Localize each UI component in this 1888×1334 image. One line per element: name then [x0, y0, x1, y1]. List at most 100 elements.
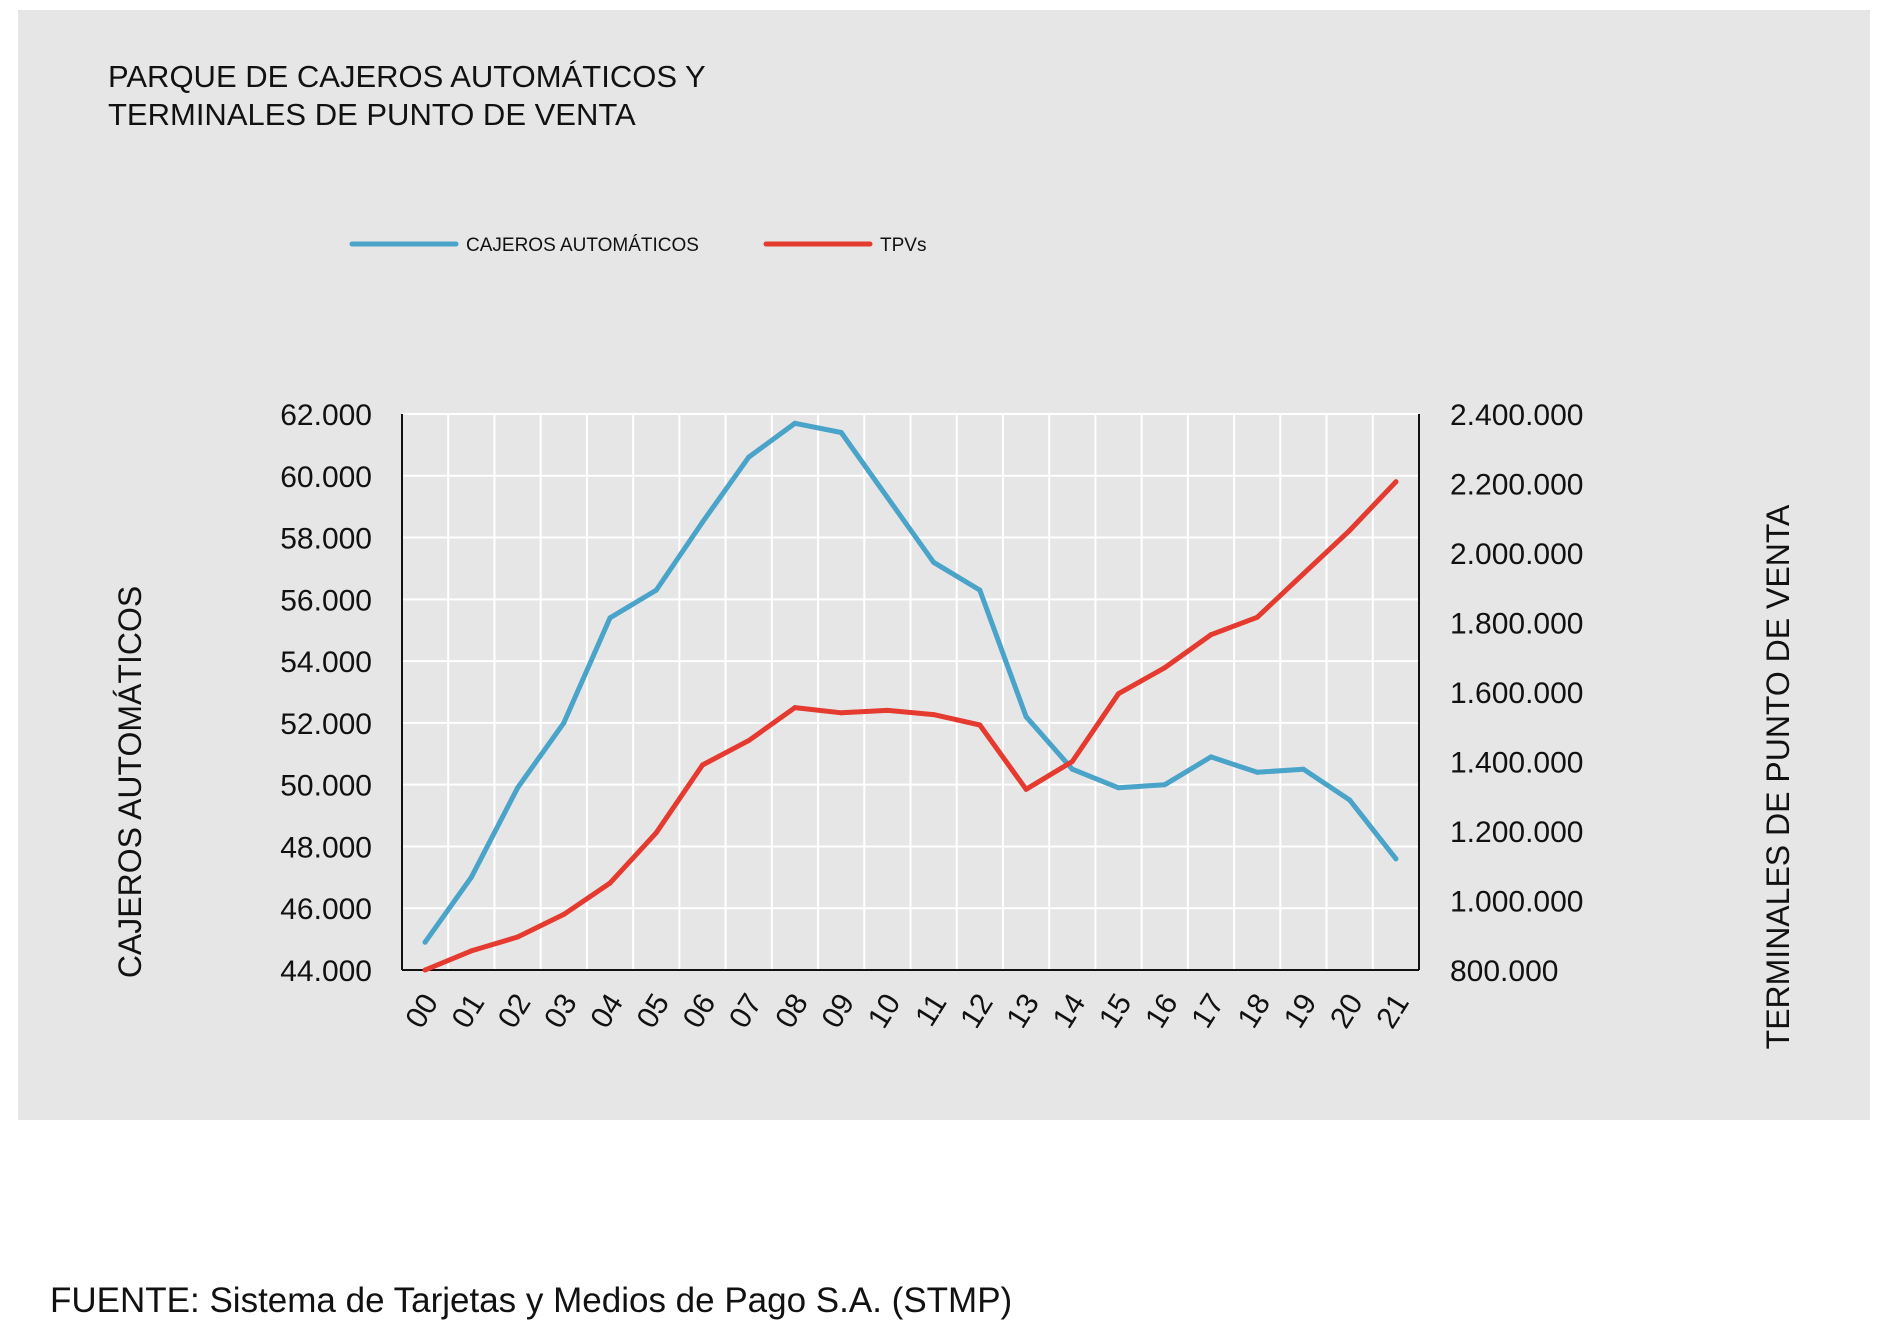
series-line-tpvs-point	[1300, 571, 1306, 577]
chart-title-line-2: TERMINALES DE PUNTO DE VENTA	[108, 97, 636, 132]
y-right-axis-title: TERMINALES DE PUNTO DE VENTA	[1760, 504, 1796, 1049]
x-tick-label: 04	[584, 988, 630, 1034]
chart-title: PARQUE DE CAJEROS AUTOMÁTICOS Y TERMINAL…	[108, 58, 706, 134]
series-line-tpvs-point	[884, 707, 890, 713]
legend: CAJEROS AUTOMÁTICOS TPVs	[349, 235, 926, 256]
x-tick-label: 21	[1370, 988, 1416, 1034]
series-line-cajeros-point	[1393, 856, 1399, 862]
series-line-cajeros-point	[884, 494, 890, 500]
y-right-tick-label: 2.000.000	[1450, 538, 1583, 571]
x-tick-label: 18	[1231, 988, 1277, 1034]
y-left-tick-label: 54.000	[280, 646, 372, 679]
y-right-tick-label: 1.600.000	[1450, 677, 1583, 710]
y-left-tick-label: 60.000	[280, 461, 372, 494]
series-line-cajeros-point	[1347, 797, 1353, 803]
y-left-tick-label: 62.000	[280, 399, 372, 432]
y-left-tick-label: 48.000	[280, 831, 372, 864]
y-right-tick-label: 2.200.000	[1450, 469, 1583, 502]
y-right-tick-label: 800.000	[1450, 955, 1558, 988]
series-line-tpvs-point	[1023, 786, 1029, 792]
series-line-cajeros-point	[1162, 782, 1168, 788]
source-note: FUENTE: Sistema de Tarjetas y Medios de …	[50, 1281, 1013, 1320]
y-left-tick-label: 50.000	[280, 770, 372, 803]
series-line-cajeros-point	[792, 420, 798, 426]
series-line-tpvs-point	[838, 710, 844, 716]
grid	[402, 413, 1419, 971]
series-line-tpvs-point	[1116, 691, 1122, 697]
series-line-cajeros-point	[422, 939, 428, 945]
x-tick-label: 20	[1324, 988, 1370, 1034]
series-line-cajeros-point	[699, 519, 705, 525]
x-tick-label: 11	[909, 988, 953, 1032]
series-line-cajeros-point	[515, 785, 521, 791]
series-line-cajeros-point	[1300, 766, 1306, 772]
x-tick-label: 10	[862, 988, 908, 1034]
y-left-tick-label: 44.000	[280, 955, 372, 988]
series-line-cajeros-point	[607, 615, 613, 621]
series-line-cajeros	[422, 420, 1399, 945]
y-right-tick-label: 1.800.000	[1450, 608, 1583, 641]
axes	[401, 414, 1420, 971]
x-tick-label: 17	[1185, 988, 1231, 1034]
series-line-cajeros-point	[1116, 785, 1122, 791]
x-tick-label: 12	[954, 988, 1000, 1034]
chart-panel	[18, 10, 1870, 1120]
series-line-tpvs-point	[653, 830, 659, 836]
y-left-axis-title: CAJEROS AUTOMÁTICOS	[112, 586, 148, 978]
series-line-tpvs-point	[422, 967, 428, 973]
y-right-tick-label: 1.200.000	[1450, 816, 1583, 849]
series-line-tpvs-point	[561, 911, 567, 917]
series-line-tpvs-point	[468, 948, 474, 954]
series-line-tpvs	[422, 479, 1399, 973]
series-line-tpvs-point	[1393, 479, 1399, 485]
x-tick-label: 19	[1278, 988, 1324, 1034]
series-line-tpvs-point	[977, 722, 983, 728]
series-line-cajeros-point	[561, 720, 567, 726]
legend-label-cajeros: CAJEROS AUTOMÁTICOS	[466, 235, 699, 256]
series-line-tpvs-point	[607, 880, 613, 886]
chart-title-line-1: PARQUE DE CAJEROS AUTOMÁTICOS Y	[108, 59, 706, 94]
x-tick-label: 14	[1047, 988, 1093, 1034]
series-line-tpvs-point	[1162, 665, 1168, 671]
series-line-tpvs-point	[792, 705, 798, 711]
x-tick-label: 07	[723, 988, 769, 1034]
y-right-tick-label: 1.000.000	[1450, 886, 1583, 919]
y-left-tick-label: 58.000	[280, 523, 372, 556]
series-line-cajeros-point	[1023, 714, 1029, 720]
series-line-cajeros-point	[838, 430, 844, 436]
series-line-cajeros-point	[977, 587, 983, 593]
x-tick-label: 01	[446, 988, 492, 1034]
series-line-cajeros-point	[1208, 754, 1214, 760]
x-tick-label: 05	[631, 988, 677, 1034]
x-tick-label: 00	[399, 988, 445, 1034]
x-tick-label: 06	[677, 988, 723, 1034]
series-line-tpvs-point	[1347, 527, 1353, 533]
x-tick-label: 15	[1093, 988, 1139, 1034]
series-line-cajeros-point	[653, 587, 659, 593]
y-right-tick-label: 1.400.000	[1450, 747, 1583, 780]
y-left-tick-label: 46.000	[280, 893, 372, 926]
series-line-tpvs-point	[931, 712, 937, 718]
y-left-tick-label: 56.000	[280, 584, 372, 617]
x-tick-label: 13	[1000, 988, 1046, 1034]
series-line-tpvs-point	[515, 934, 521, 940]
series-line-cajeros-point	[1069, 766, 1075, 772]
x-tick-label: 08	[769, 988, 815, 1034]
legend-label-tpvs: TPVs	[880, 235, 926, 256]
series-line-cajeros-point	[931, 559, 937, 565]
series-line-tpvs-point	[1069, 759, 1075, 764]
series-line-cajeros-point	[1254, 769, 1260, 775]
series-lines	[422, 420, 1399, 973]
x-tick-label: 09	[815, 988, 861, 1034]
series-line-tpvs-point	[699, 762, 705, 768]
series-line-cajeros-point	[468, 874, 474, 880]
series-line-tpvs-point	[1208, 632, 1214, 638]
x-tick-label: 02	[492, 988, 538, 1034]
y-left-tick-label: 52.000	[280, 708, 372, 741]
y-right-tick-label: 2.400.000	[1450, 399, 1583, 432]
series-line-cajeros-point	[746, 454, 752, 460]
x-tick-label: 03	[538, 988, 584, 1034]
series-line-tpvs-point	[746, 738, 752, 744]
x-tick-label: 16	[1139, 988, 1185, 1034]
